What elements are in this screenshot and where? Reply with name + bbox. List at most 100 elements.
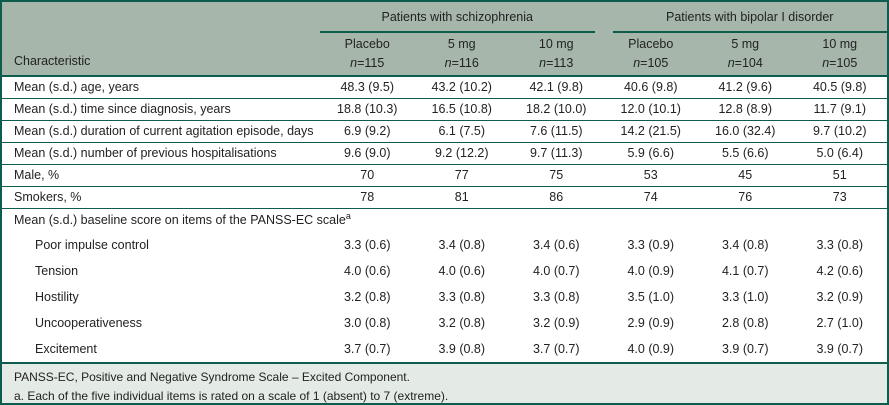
cell-value: 6.9 (9.2) [320,120,415,143]
footnote-marker: a [345,211,351,222]
cell-value: 3.3 (0.8) [532,290,580,304]
cell-value: 4.0 (0.7) [532,264,580,278]
table-row: Male, % 70 77 75 53 45 51 [2,164,887,187]
row-label: Mean (s.d.) age, years [2,76,320,99]
row-label: Smokers, % [2,186,320,209]
column-header-row: Characteristic Placebo n=115 5 mg n=116 … [2,34,887,77]
footnote-abbreviation: PANSS-EC, Positive and Negative Syndrome… [14,370,410,384]
corner-cell [2,2,320,34]
cell-value: 12.8 (8.9) [698,98,793,121]
table-row: Mean (s.d.) duration of current agitatio… [2,120,887,143]
table-row: Mean (s.d.) age, years 48.3 (9.5) 43.2 (… [2,76,887,99]
cell-value: 3.7 (0.7) [532,342,580,356]
cell-value: 2.8 (0.8) [721,316,769,330]
cell-value: 3.2 (0.9) [816,290,864,304]
cell-value: 3.4 (0.6) [532,238,580,252]
cell-value: 78 [320,186,415,209]
row-label: Tension [35,264,79,278]
characteristics-table: Patients with schizophrenia Patients wit… [2,2,887,362]
cell-value: 7.6 (11.5) [509,120,604,143]
group-header-bipolar: Patients with bipolar I disorder [603,2,887,34]
arm-label: 10 mg [538,37,574,52]
cell-value: 14.2 (21.5) [603,120,698,143]
cell-value: 76 [698,186,793,209]
table-row: Poor impulse control 3.3 (0.6) 3.4 (0.8)… [2,232,887,258]
footnote-a: a. Each of the five individual items is … [14,388,449,403]
cell-value: 53 [603,164,698,187]
table-body: Mean (s.d.) age, years 48.3 (9.5) 43.2 (… [2,76,887,362]
row-label: Mean (s.d.) number of previous hospitali… [2,142,320,165]
cell-value: 3.9 (0.7) [721,342,769,356]
table-row: Mean (s.d.) number of previous hospitali… [2,142,887,165]
cell-value: 3.4 (0.8) [721,238,769,252]
cell-value: 3.7 (0.7) [343,342,391,356]
cell-value: 3.3 (0.8) [438,290,486,304]
cell-value: 70 [320,164,415,187]
cell-value: 9.7 (10.2) [792,120,887,143]
sample-size: n=113 [539,55,574,70]
table-header: Patients with schizophrenia Patients wit… [2,2,887,77]
cell-value: 51 [792,164,887,187]
cell-value: 43.2 (10.2) [414,76,509,99]
cell-value: 3.3 (1.0) [721,290,769,304]
col-header-bipolar-10mg: 10 mg n=105 [792,34,887,77]
cell-value: 18.8 (10.3) [320,98,415,121]
cell-value: 4.1 (0.7) [721,264,769,278]
cell-value: 45 [698,164,793,187]
col-header-schizo-5mg: 5 mg n=116 [414,34,509,77]
arm-label: 5 mg [447,37,476,52]
cell-value: 4.0 (0.9) [627,342,675,356]
arm-label: Placebo [628,37,674,52]
cell-value: 86 [509,186,604,209]
cell-value: 81 [414,186,509,209]
cell-value: 9.2 (12.2) [414,142,509,165]
cell-value: 3.2 (0.8) [438,316,486,330]
group-label: Patients with schizophrenia [320,3,595,33]
col-header-schizo-placebo: Placebo n=115 [320,34,415,77]
cell-value: 2.9 (0.9) [627,316,675,330]
cell-value: 3.5 (1.0) [627,290,675,304]
arm-label: 5 mg [731,37,760,52]
sample-size: n=116 [444,55,479,70]
cell-value: 40.5 (9.8) [792,76,887,99]
row-label: Poor impulse control [35,238,149,252]
group-header-row: Patients with schizophrenia Patients wit… [2,2,887,34]
cell-value: 16.0 (32.4) [698,120,793,143]
characteristic-header: Characteristic [2,34,320,77]
row-label: Mean (s.d.) duration of current agitatio… [2,120,320,143]
col-header-bipolar-placebo: Placebo n=105 [603,34,698,77]
cell-value: 41.2 (9.6) [698,76,793,99]
col-header-schizo-10mg: 10 mg n=113 [509,34,604,77]
table-row: Excitement 3.7 (0.7) 3.9 (0.8) 3.7 (0.7)… [2,336,887,362]
section-label-cell: Mean (s.d.) baseline score on items of t… [2,208,887,232]
cell-value: 18.2 (10.0) [509,98,604,121]
cell-value: 3.3 (0.9) [627,238,675,252]
group-header-schizophrenia: Patients with schizophrenia [320,2,604,34]
cell-value: 4.0 (0.6) [438,264,486,278]
row-label: Excitement [35,342,97,356]
row-label: Hostility [35,290,79,304]
table-row: Uncooperativeness 3.0 (0.8) 3.2 (0.8) 3.… [2,310,887,336]
sample-size: n=105 [633,55,669,70]
cell-value: 75 [509,164,604,187]
table-row: Tension 4.0 (0.6) 4.0 (0.6) 4.0 (0.7) 4.… [2,258,887,284]
cell-value: 42.1 (9.8) [509,76,604,99]
table-row: Hostility 3.2 (0.8) 3.3 (0.8) 3.3 (0.8) … [2,284,887,310]
cell-value: 12.0 (10.1) [603,98,698,121]
cell-value: 5.5 (6.6) [698,142,793,165]
cell-value: 9.7 (11.3) [509,142,604,165]
sample-size: n=115 [350,55,385,70]
cell-value: 9.6 (9.0) [320,142,415,165]
cell-value: 3.0 (0.8) [343,316,391,330]
cell-value: 40.6 (9.8) [603,76,698,99]
cell-value: 4.2 (0.6) [816,264,864,278]
cell-value: 4.0 (0.6) [343,264,391,278]
section-header-row: Mean (s.d.) baseline score on items of t… [2,208,887,232]
cell-value: 11.7 (9.1) [792,98,887,121]
cell-value: 3.9 (0.8) [438,342,486,356]
cell-value: 73 [792,186,887,209]
sample-size: n=105 [822,55,858,70]
cell-value: 3.2 (0.9) [532,316,580,330]
cell-value: 77 [414,164,509,187]
